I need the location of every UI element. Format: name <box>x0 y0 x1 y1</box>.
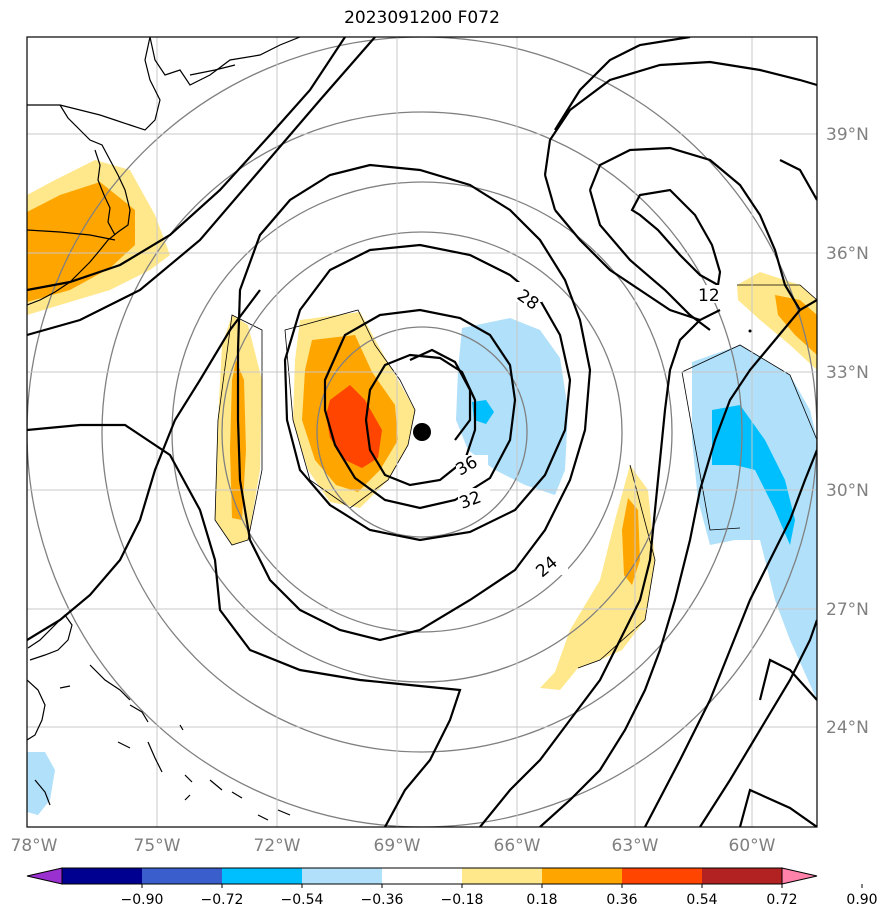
map-plot-area: 28 36 32 24 12 <box>27 37 817 827</box>
lat-tick-33n: 33°N <box>826 363 869 383</box>
colorbar-tick-label: −0.18 <box>441 892 484 908</box>
colorbar-segment <box>382 868 463 884</box>
colorbar-tick-label: −0.90 <box>121 892 164 908</box>
colorbar-tick-label: 0.36 <box>606 892 637 908</box>
colorbar-segment <box>142 868 223 884</box>
range-rings <box>27 37 817 827</box>
lat-tick-36n: 36°N <box>826 244 869 264</box>
colorbar-segment <box>542 868 623 884</box>
map-title: 2023091200 F072 <box>344 8 500 28</box>
colorbar-tick-label: 0.90 <box>846 892 877 908</box>
lon-tick-60w: 60°W <box>729 836 776 856</box>
colorbar: −0.90 −0.72 −0.54 −0.36 −0.18 0.18 0.36 0.54 0.7… <box>26 867 878 908</box>
shaded-anomaly-field <box>27 160 817 815</box>
lon-tick-75w: 75°W <box>134 836 181 856</box>
colorbar-outline <box>61 867 783 885</box>
shading-outlines <box>214 284 817 669</box>
colorbar-segment <box>622 868 703 884</box>
lat-tick-24n: 24°N <box>826 718 869 738</box>
height-contours <box>27 37 817 827</box>
lon-tick-72w: 72°W <box>254 836 301 856</box>
colorbar-tick-label: 0.72 <box>766 892 797 908</box>
colorbar-tick-label: 0.54 <box>686 892 717 908</box>
grid-point-marker <box>748 329 752 333</box>
contour-labels: 28 36 32 24 12 <box>453 282 724 582</box>
colorbar-tick-label: −0.54 <box>281 892 324 908</box>
colorbar-segment <box>222 868 303 884</box>
map-frame <box>26 36 818 828</box>
colorbar-extend-max <box>781 867 818 885</box>
lat-tick-39n: 39°N <box>826 125 869 145</box>
longitude-tick-labels: 78°W 75°W 72°W 69°W 66°W 63°W 60°W <box>11 836 776 856</box>
lon-tick-78w: 78°W <box>11 836 58 856</box>
lat-tick-27n: 27°N <box>826 600 869 620</box>
colorbar-tick-label: −0.72 <box>201 892 244 908</box>
colorbar-extend-min <box>26 867 63 885</box>
colorbar-segment <box>702 868 783 884</box>
contour-label-12: 12 <box>698 286 720 306</box>
colorbar-segment <box>302 868 383 884</box>
storm-center-marker <box>413 423 431 441</box>
colorbar-tick-label: −0.36 <box>361 892 404 908</box>
lon-tick-69w: 69°W <box>374 836 421 856</box>
latitude-tick-labels: 39°N 36°N 33°N 30°N 27°N 24°N <box>826 125 869 738</box>
lon-tick-66w: 66°W <box>494 836 541 856</box>
colorbar-tick-label: 0.18 <box>526 892 557 908</box>
colorbar-segment <box>62 868 143 884</box>
lon-tick-63w: 63°W <box>612 836 659 856</box>
colorbar-segment <box>462 868 543 884</box>
lat-tick-30n: 30°N <box>826 481 869 501</box>
